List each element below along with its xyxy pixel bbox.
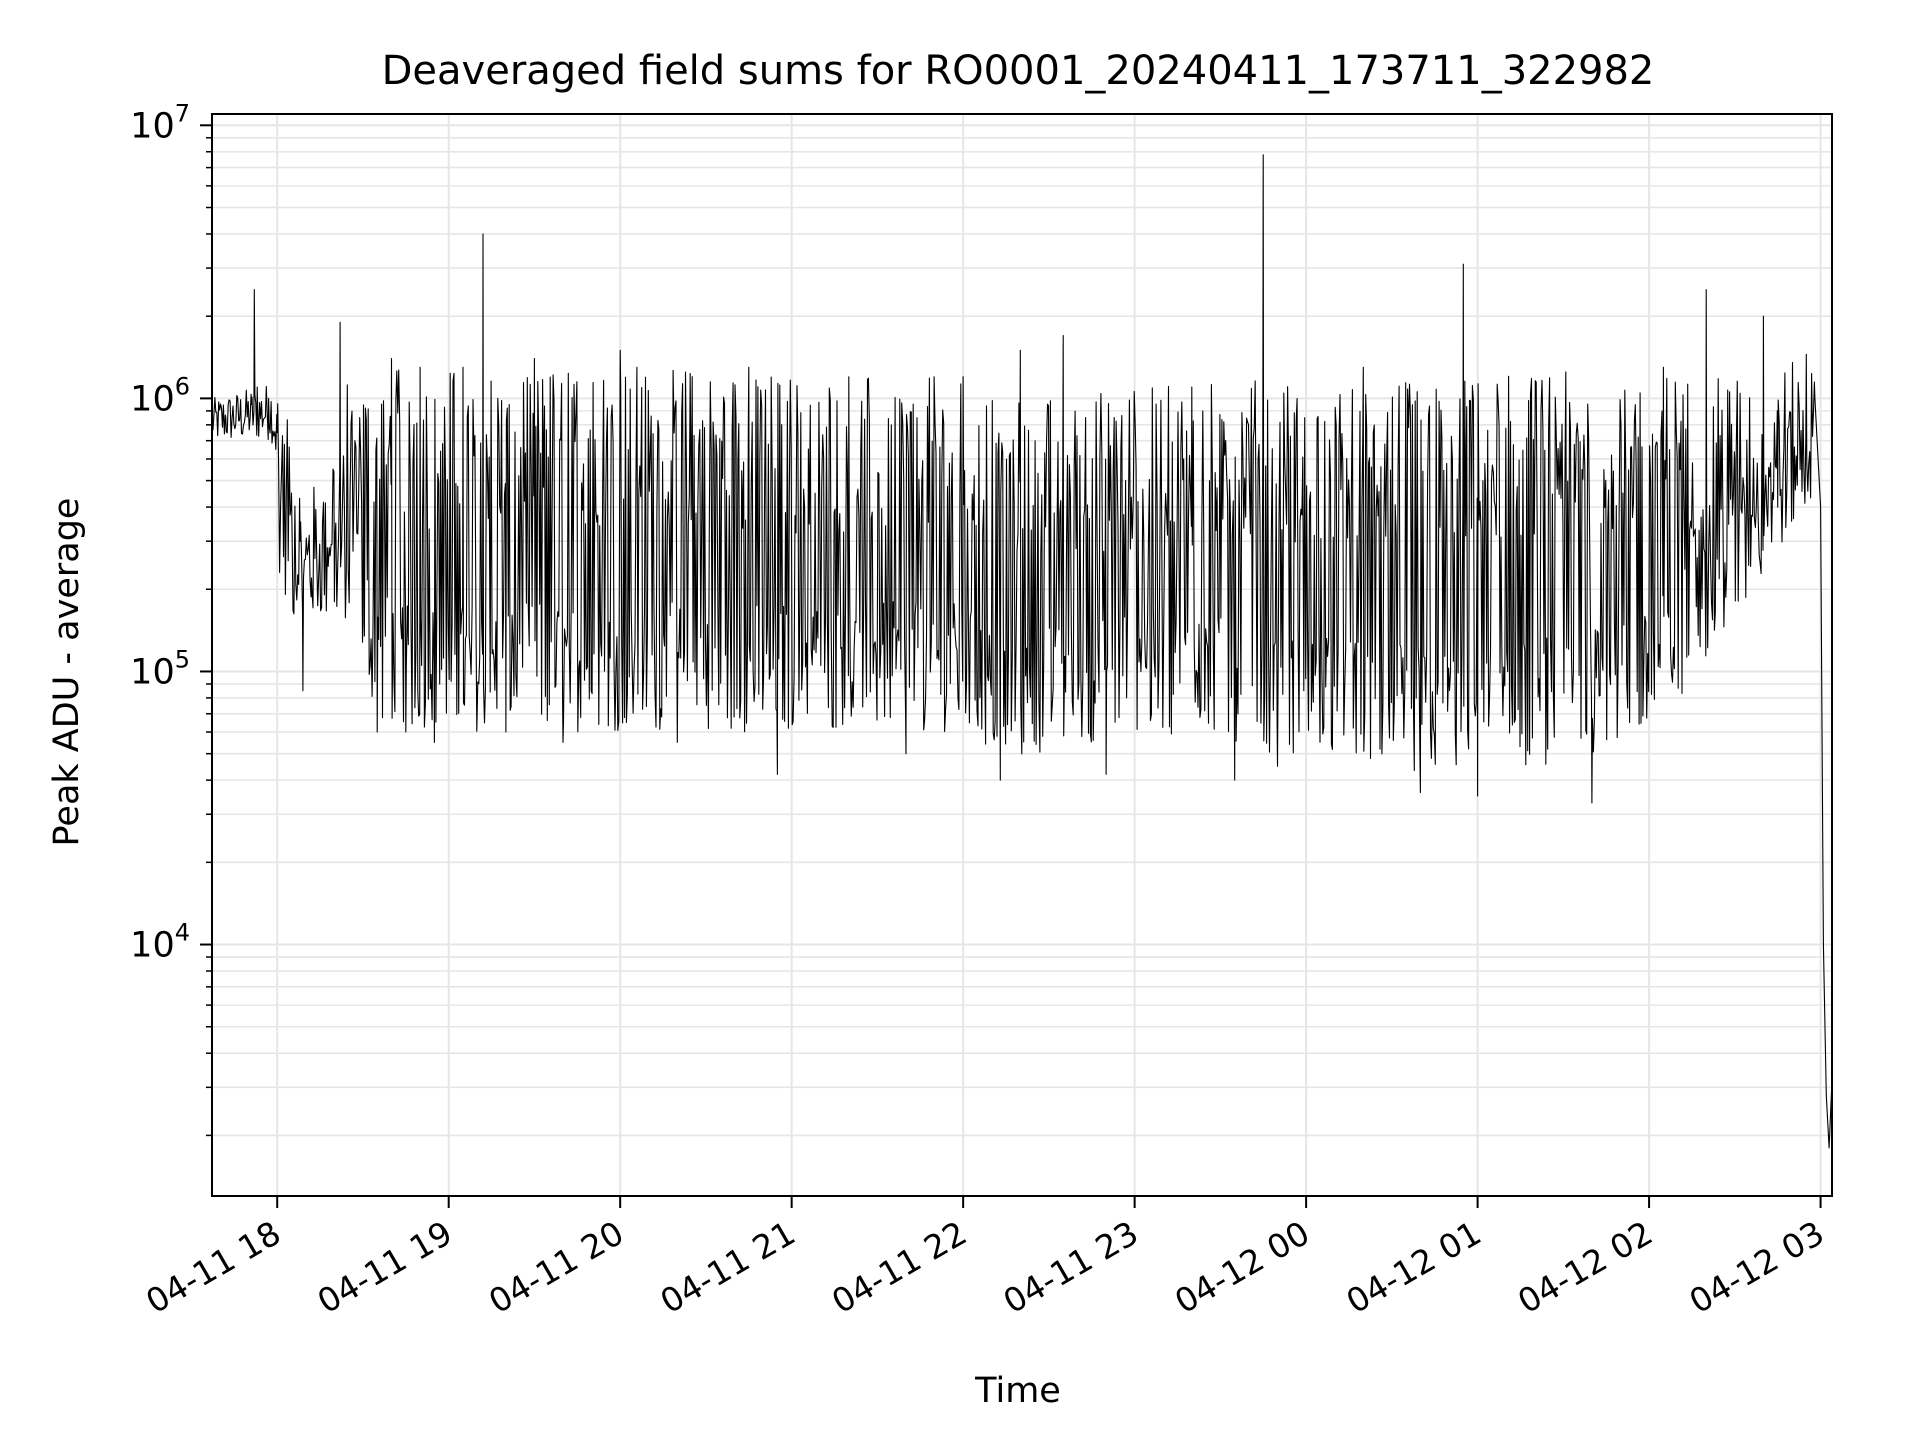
series-line	[210, 154, 1833, 1149]
x-axis-label: Time	[974, 1371, 1061, 1411]
y-tick-label: 107	[130, 99, 190, 146]
y-tick-label: 106	[130, 372, 190, 419]
chart-title: Deaveraged field sums for RO0001_2024041…	[382, 48, 1655, 94]
y-tick-label: 105	[130, 645, 190, 692]
y-tick-label: 104	[130, 919, 190, 966]
plot-frame	[211, 113, 1833, 1197]
y-axis-label: Peak ADU - average	[47, 498, 87, 847]
